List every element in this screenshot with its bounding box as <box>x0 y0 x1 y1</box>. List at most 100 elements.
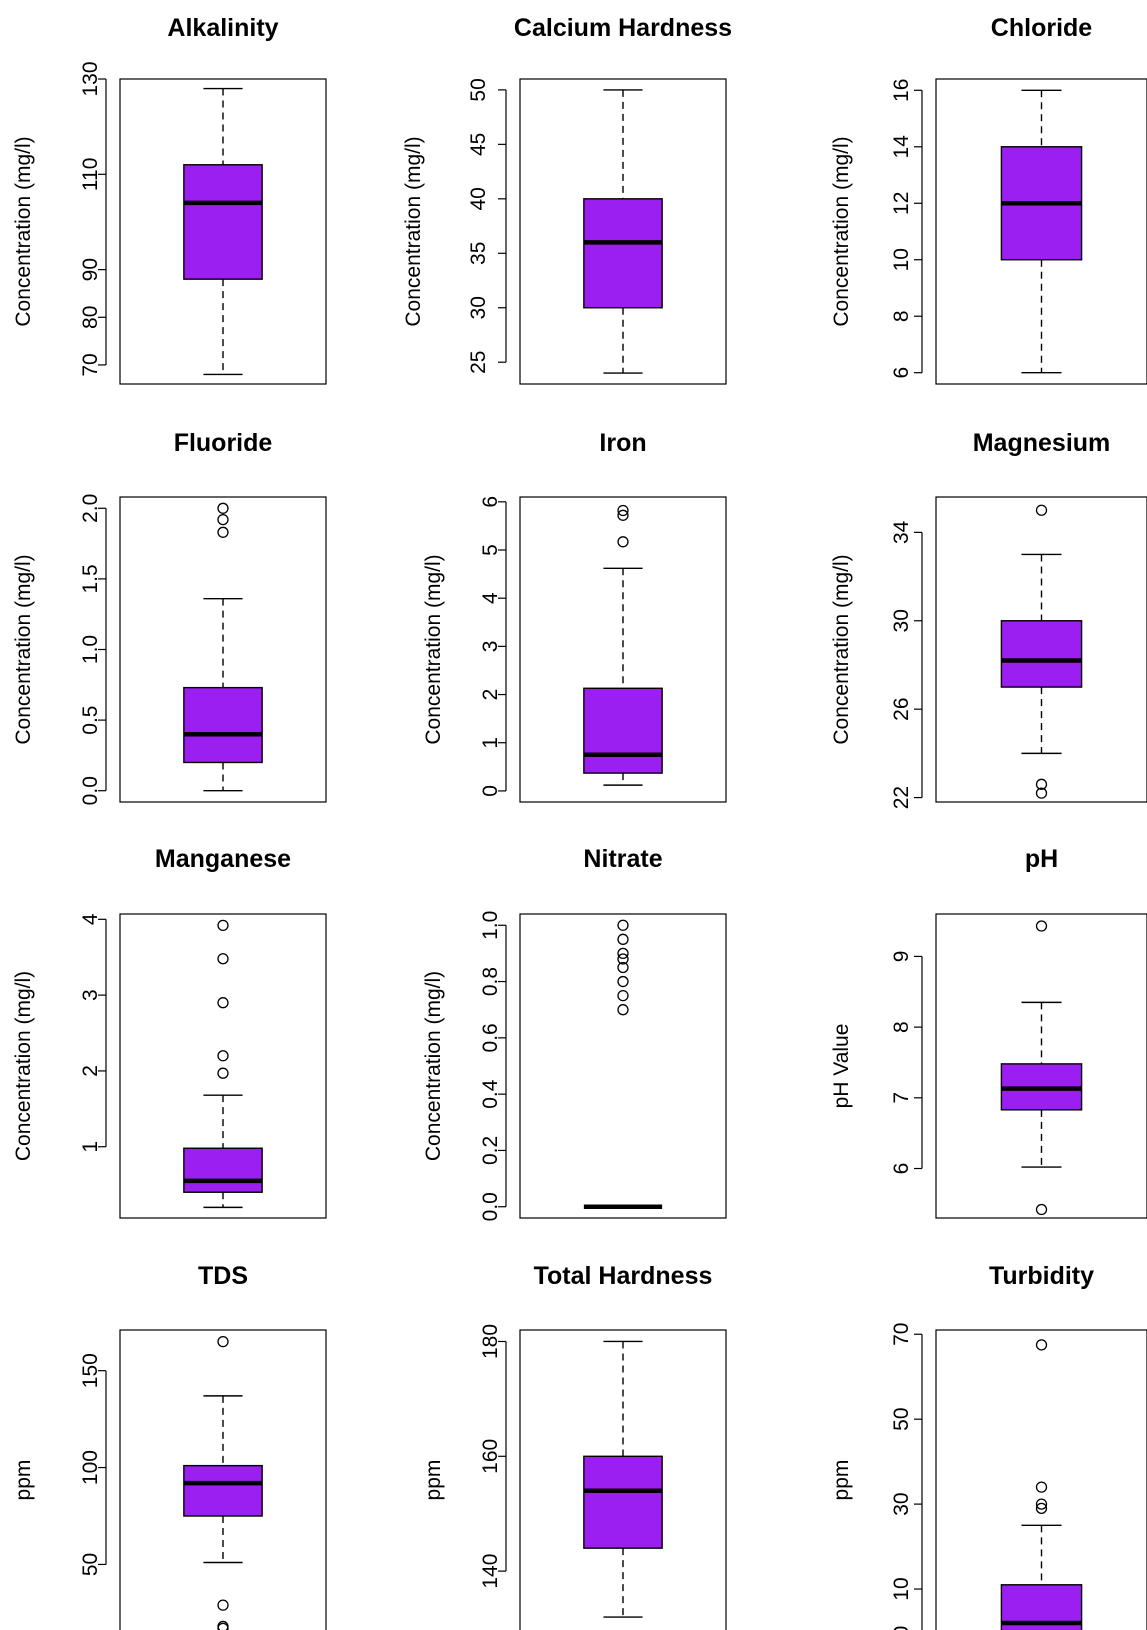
y-tick-label: 150 <box>79 1353 102 1388</box>
y-tick-label: 0.0 <box>79 776 102 805</box>
y-axis-label: Concentration (mg/l) <box>422 971 445 1161</box>
outlier-point <box>1035 787 1048 799</box>
y-tick-label: 2 <box>479 689 502 701</box>
plot-frame <box>119 496 327 803</box>
y-axis-label: Concentration (mg/l) <box>12 136 35 326</box>
y-tick-label: 30 <box>890 1492 913 1515</box>
y-axis-label: Concentration (mg/l) <box>830 554 853 744</box>
y-axis-label: Concentration (mg/l) <box>402 136 425 326</box>
outlier-point <box>617 933 629 945</box>
y-tick-label: 80 <box>79 306 102 329</box>
outlier-point <box>217 502 229 514</box>
outlier-point <box>1035 1502 1048 1515</box>
iqr-box <box>183 164 263 280</box>
panel-title: Iron <box>599 429 646 457</box>
outlier-point <box>617 509 629 521</box>
plot-frame <box>935 1329 1147 1630</box>
y-axis-label: ppm <box>422 1460 445 1501</box>
boxplot-panel-tds: TDS ppm 50 100 150 <box>12 1262 327 1630</box>
y-tick-label: 10 <box>890 1577 913 1600</box>
y-tick-label: 14 <box>890 135 913 159</box>
plot-frame <box>519 1329 727 1630</box>
y-axis-label: ppm <box>830 1460 853 1501</box>
boxplot-panel-chloride: Chloride Concentration (mg/l) 6 8 10 12 14 16 <box>830 14 1147 385</box>
y-tick-label: 1.0 <box>479 911 502 940</box>
y-tick-label: 0.2 <box>479 1136 502 1165</box>
panel-title: Manganese <box>155 845 291 873</box>
plot-frame <box>519 496 727 803</box>
outlier-point <box>617 1004 629 1016</box>
panel-title: Chloride <box>991 14 1092 42</box>
outlier-point <box>217 997 229 1009</box>
y-tick-label: 34 <box>890 520 913 544</box>
y-tick-label: 100 <box>79 1450 102 1485</box>
plot-frame <box>935 78 1147 385</box>
y-tick-label: 0.0 <box>479 1192 502 1221</box>
outlier-point <box>217 953 229 965</box>
y-axis-label: Concentration (mg/l) <box>422 554 445 744</box>
outlier-point <box>217 526 229 538</box>
y-tick-label: 50 <box>79 1553 102 1576</box>
y-tick-label: 25 <box>467 351 490 374</box>
y-tick-label: 6 <box>890 367 913 379</box>
iqr-box <box>583 687 663 774</box>
y-tick-label: 16 <box>890 79 913 102</box>
boxplot-panel-magnesium: Magnesium Concentration (mg/l) 22 26 30 34 <box>830 429 1147 809</box>
y-tick-label: 9 <box>890 951 913 963</box>
y-tick-label: 10 <box>890 248 913 271</box>
outlier-point <box>1035 1203 1048 1216</box>
y-tick-label: 40 <box>467 187 490 210</box>
boxplot-panel-fluoride: Fluoride Concentration (mg/l) 0.0 0.5 1.0 1.5… <box>12 429 327 805</box>
y-tick-label: 2.0 <box>79 494 102 523</box>
plot-frame <box>935 496 1147 803</box>
panel-title: Nitrate <box>583 845 662 873</box>
y-tick-label: 12 <box>890 192 913 215</box>
boxplot-panel-iron: Iron Concentration (mg/l) 0 1 2 3 4 5 6 <box>422 429 727 803</box>
outlier-point <box>217 1050 229 1062</box>
panel-title: Alkalinity <box>167 14 278 42</box>
outlier-point <box>617 989 629 1002</box>
y-tick-label: 30 <box>890 609 913 632</box>
y-tick-label: 4 <box>479 592 502 604</box>
plot-frame <box>119 913 327 1219</box>
outlier-point <box>1035 504 1048 516</box>
y-axis-label: ppm <box>12 1460 35 1501</box>
iqr-box <box>183 686 263 764</box>
y-tick-label: 0 <box>890 1626 913 1630</box>
plot-frame <box>935 913 1147 1219</box>
iqr-box <box>183 1147 263 1193</box>
y-tick-label: 6 <box>479 496 502 508</box>
boxplot-panel-nitrate: Nitrate Concentration (mg/l) 0.0 0.2 0.4 0.6 0… <box>422 845 727 1221</box>
panel-title: Calcium Hardness <box>514 14 732 42</box>
plot-frame <box>119 1329 327 1630</box>
y-axis-label: Concentration (mg/l) <box>12 554 35 744</box>
iqr-box <box>183 1464 263 1517</box>
boxplot-panel-turbidity: Turbidity ppm 0 10 30 50 70 <box>830 1262 1147 1630</box>
y-tick-label: 4 <box>79 913 102 925</box>
y-tick-label: 1 <box>479 737 502 749</box>
y-tick-label: 130 <box>79 61 102 96</box>
panel-title: Fluoride <box>174 429 273 457</box>
y-tick-label: 160 <box>479 1439 502 1474</box>
y-tick-label: 7 <box>890 1092 913 1104</box>
y-tick-label: 90 <box>79 258 102 281</box>
outlier-point <box>217 1335 229 1348</box>
y-tick-label: 8 <box>890 1021 913 1033</box>
panel-title: Turbidity <box>989 1262 1094 1290</box>
plot-frame <box>519 913 727 1219</box>
y-tick-label: 26 <box>890 697 913 720</box>
y-tick-label: 1.5 <box>79 564 102 593</box>
outlier-point <box>617 975 629 988</box>
y-axis-label: Concentration (mg/l) <box>830 136 853 326</box>
boxplot-panel-ph: pH pH Value 6 7 8 9 <box>830 845 1147 1219</box>
y-tick-label: 30 <box>467 296 490 319</box>
outlier-point <box>617 536 629 548</box>
outlier-point <box>1035 778 1048 790</box>
outlier-point <box>1035 1498 1048 1510</box>
y-tick-label: 70 <box>890 1323 913 1346</box>
y-axis-label: Concentration (mg/l) <box>12 971 35 1161</box>
y-tick-label: 0.4 <box>479 1079 502 1109</box>
outlier-point <box>1035 1481 1048 1493</box>
outlier-point <box>1035 920 1048 932</box>
